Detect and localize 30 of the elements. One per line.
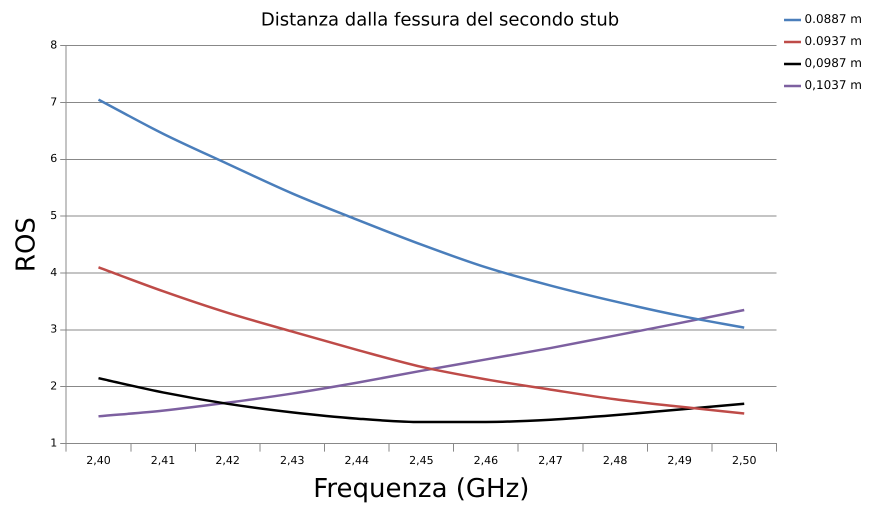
legend-label: 0,1037 m: [804, 78, 862, 92]
y-tick-label: 7: [50, 95, 58, 108]
x-axis-title: Frequenza (GHz): [313, 474, 530, 504]
x-tick-label: 2,47: [538, 454, 563, 468]
chart-title: Distanza dalla fessura del secondo stub: [260, 9, 620, 30]
legend-label: 0.0937 m: [804, 34, 862, 48]
y-tick-label: 3: [50, 322, 58, 336]
x-tick-label: 2,48: [602, 454, 628, 468]
line-series: [97, 266, 746, 415]
line-series: [97, 376, 746, 424]
legend-label: 0,0987 m: [804, 56, 862, 70]
x-tick-label: 2,40: [86, 454, 111, 468]
x-tick-label: 2,46: [474, 454, 498, 468]
y-tick-label: 6: [50, 152, 58, 166]
y-tick-label: 1: [50, 436, 58, 450]
y-tick-label: 4: [50, 266, 58, 279]
line-series: [97, 98, 746, 329]
y-axis-title: ROS: [11, 217, 42, 272]
x-tick-label: 2,50: [732, 454, 756, 468]
legend-label: 0.0887 m: [804, 12, 862, 26]
y-tick-label: 8: [50, 38, 58, 52]
x-tick-label: 2,45: [409, 454, 434, 468]
x-tick-label: 2,43: [280, 454, 304, 468]
line-series: [97, 308, 746, 418]
y-tick-label: 2: [50, 380, 58, 393]
x-tick-label: 2,41: [150, 454, 176, 468]
x-tick-label: 2,44: [344, 454, 370, 468]
y-tick-label: 5: [50, 209, 58, 222]
x-tick-label: 2,49: [667, 454, 692, 468]
x-tick-label: 2,42: [215, 454, 240, 468]
